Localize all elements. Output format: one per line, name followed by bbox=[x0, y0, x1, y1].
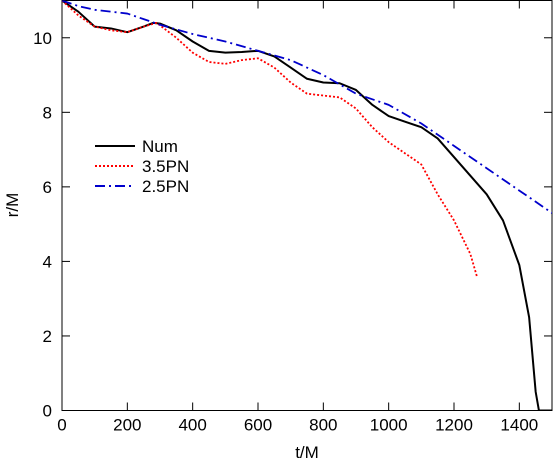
y-tick-label: 6 bbox=[43, 178, 52, 197]
y-tick-label: 10 bbox=[33, 29, 52, 48]
y-tick-label: 2 bbox=[43, 327, 52, 346]
x-tick-label: 200 bbox=[113, 416, 141, 435]
plot-frame bbox=[61, 0, 553, 411]
series-line bbox=[62, 0, 552, 411]
x-tick-label: 1400 bbox=[500, 416, 538, 435]
series-line bbox=[62, 0, 552, 214]
y-tick-label: 0 bbox=[43, 402, 52, 421]
x-tick-label: 1200 bbox=[435, 416, 473, 435]
y-tick-label: 8 bbox=[43, 103, 52, 122]
y-tick-label: 4 bbox=[43, 252, 52, 271]
x-tick-label: 1000 bbox=[370, 416, 408, 435]
legend-label: 2.5PN bbox=[142, 177, 189, 196]
x-tick-label: 800 bbox=[309, 416, 337, 435]
x-tick-label: 600 bbox=[244, 416, 272, 435]
y-axis-label: r/M bbox=[3, 193, 22, 218]
x-tick-label: 0 bbox=[57, 416, 66, 435]
legend-label: 3.5PN bbox=[142, 157, 189, 176]
legend-label: Num bbox=[142, 137, 178, 156]
x-tick-label: 400 bbox=[178, 416, 206, 435]
x-axis-label: t/M bbox=[295, 443, 319, 462]
series-line bbox=[62, 0, 478, 277]
